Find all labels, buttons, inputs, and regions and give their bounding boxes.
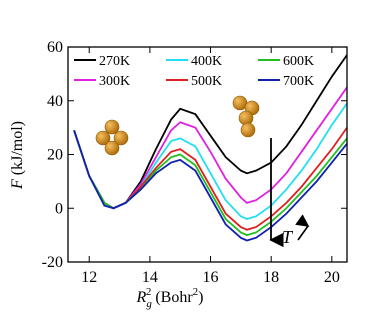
y-label-part: F (9, 179, 26, 190)
series-line (73, 130, 347, 242)
annotation-arrow (295, 214, 310, 241)
annotation: T (282, 227, 294, 247)
y-tick-label: 60 (47, 39, 63, 56)
cluster-icon (232, 95, 260, 138)
x-label-part: ) (198, 289, 203, 306)
legend-label: 400K (191, 54, 222, 69)
y-tick-label: 40 (47, 93, 63, 110)
x-tick-label: 20 (324, 269, 340, 286)
x-tick-label: 12 (81, 269, 97, 286)
cluster-icon (95, 119, 129, 156)
legend-label: 300K (99, 74, 130, 89)
y-tick-label: 20 (47, 147, 63, 164)
x-tick-label: 14 (142, 269, 158, 286)
legend-label: 700K (283, 74, 314, 89)
plot-frame (67, 46, 348, 263)
x-tick-label: 16 (203, 269, 219, 286)
legend-label: 500K (191, 74, 222, 89)
x-label-part: (Bohr (151, 289, 193, 306)
x-label-part: 2 (146, 286, 152, 298)
x-label-part: g (146, 298, 152, 310)
x-tick-label: 18 (263, 269, 279, 286)
x-axis-label: Rg2 (Bohr2) (136, 286, 204, 310)
y-axis-label: F (kJ/mol) (9, 121, 26, 190)
y-tick-label: -20 (42, 254, 63, 271)
legend-label: 270K (99, 54, 130, 69)
y-tick-label: 0 (55, 200, 63, 217)
x-label-part: R (136, 289, 147, 306)
x-label-part: 2 (193, 286, 199, 298)
legend-label: 600K (283, 54, 314, 69)
y-label-part: (kJ/mol) (9, 121, 26, 179)
